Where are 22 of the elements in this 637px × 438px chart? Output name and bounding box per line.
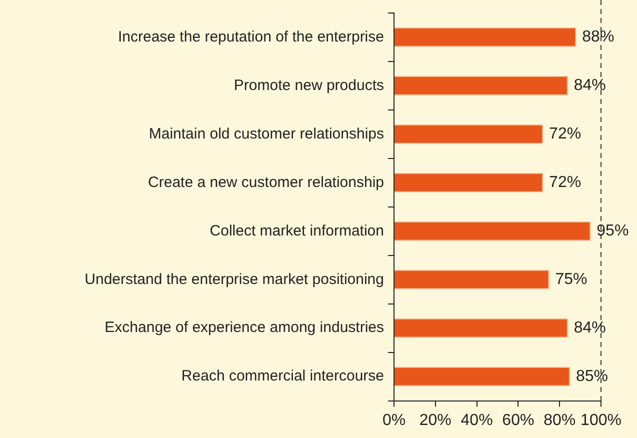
data-label: 84% xyxy=(574,77,606,94)
y-tick-label: Create a new customer relationship xyxy=(148,174,384,191)
data-label: 72% xyxy=(549,126,582,143)
x-tick-label: 80% xyxy=(544,412,576,429)
x-tick-label: 40% xyxy=(460,412,493,429)
data-label: 72% xyxy=(549,174,582,192)
x-tick-label: 20% xyxy=(419,412,452,429)
y-tick-label: Maintain old customer relationships xyxy=(148,125,384,142)
data-label: 85% xyxy=(576,368,608,385)
data-label: 75% xyxy=(555,271,588,288)
data-label: 95% xyxy=(596,222,629,240)
y-tick-label: Exchange of experience among industries xyxy=(104,319,384,336)
x-tick-label: 60% xyxy=(502,412,534,429)
y-tick-label: Increase the reputation of the enterprise xyxy=(118,28,384,46)
x-tick-label: 0% xyxy=(382,412,406,429)
y-tick-label: Collect market information xyxy=(210,222,384,240)
data-label: 88% xyxy=(582,28,614,46)
y-tick-label: Reach commercial intercourse xyxy=(181,368,384,385)
y-tick-label: Promote new products xyxy=(234,76,384,94)
y-tick-label: Understand the enterprise market positioning xyxy=(84,270,384,288)
x-tick-label: 100% xyxy=(580,412,622,429)
data-label: 84% xyxy=(574,319,606,336)
